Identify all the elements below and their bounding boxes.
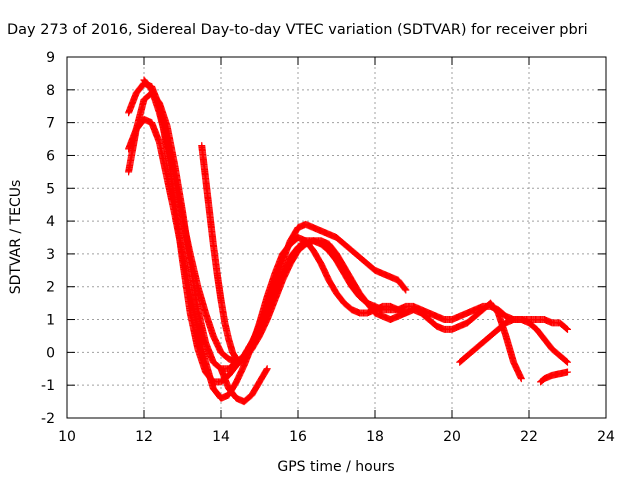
y-tick-label: -1 bbox=[41, 378, 55, 394]
y-tick-label: 7 bbox=[46, 116, 55, 132]
data-point bbox=[564, 358, 571, 366]
x-tick-label: 14 bbox=[212, 429, 230, 445]
x-tick-label: 24 bbox=[597, 429, 615, 445]
y-tick-label: 4 bbox=[46, 214, 55, 230]
series-layer bbox=[125, 76, 571, 406]
y-tick-label: 6 bbox=[46, 148, 55, 164]
x-tick-label: 18 bbox=[366, 429, 384, 445]
y-tick-label: 1 bbox=[46, 313, 55, 329]
y-axis-label: SDTVAR / TECUs bbox=[8, 180, 24, 295]
y-tick-label: 0 bbox=[46, 345, 55, 361]
x-tick-label: 22 bbox=[520, 429, 538, 445]
x-axis-label: GPS time / hours bbox=[277, 459, 394, 475]
x-tick-label: 16 bbox=[289, 429, 307, 445]
data-point bbox=[259, 319, 267, 327]
x-tick-label: 12 bbox=[135, 429, 153, 445]
y-tick-label: 3 bbox=[46, 247, 55, 263]
data-point bbox=[401, 285, 409, 293]
y-tick-label: 9 bbox=[46, 50, 55, 66]
series-track-6 bbox=[217, 365, 271, 406]
chart-title: Day 273 of 2016, Sidereal Day-to-day VTE… bbox=[7, 22, 588, 38]
y-tick-label: -2 bbox=[41, 411, 55, 427]
ticks bbox=[66, 56, 607, 419]
x-tick-label: 20 bbox=[443, 429, 461, 445]
y-tick-label: 8 bbox=[46, 83, 55, 99]
y-tick-labels: -2 -1 0 1 2 3 4 5 6 7 8 9 bbox=[41, 50, 55, 427]
series-track-8 bbox=[537, 368, 571, 386]
data-point bbox=[564, 325, 571, 333]
data-point bbox=[263, 365, 271, 373]
series-track-5 bbox=[198, 142, 267, 366]
data-point bbox=[563, 357, 571, 365]
data-point bbox=[259, 320, 267, 328]
y-tick-label: 2 bbox=[46, 280, 55, 296]
data-point bbox=[564, 368, 571, 376]
series-track-4 bbox=[140, 76, 525, 383]
series-track-7 bbox=[456, 316, 571, 366]
y-tick-label: 5 bbox=[46, 181, 55, 197]
x-tick-labels: 10 12 14 16 18 20 22 24 bbox=[58, 429, 615, 445]
data-point bbox=[563, 325, 571, 333]
data-point bbox=[517, 375, 525, 383]
x-tick-label: 10 bbox=[58, 429, 76, 445]
data-point bbox=[263, 366, 271, 374]
plot-frame bbox=[66, 56, 607, 419]
data-point bbox=[402, 286, 410, 294]
